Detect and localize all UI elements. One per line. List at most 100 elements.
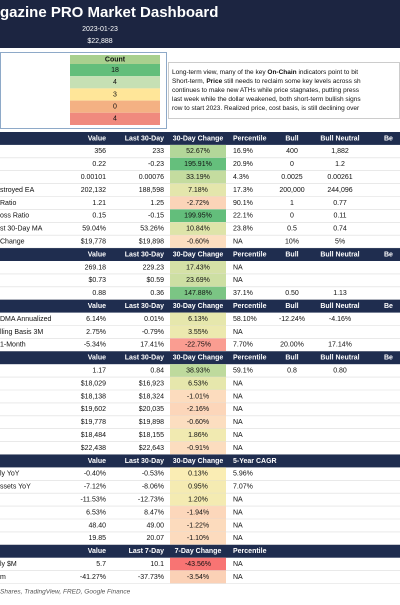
table-cell: 2.75% [86,329,106,336]
summary-text: last week while the dollar weakened, bot… [172,96,361,103]
table-cell: -2.72% [187,200,209,207]
change-cell [170,531,226,545]
table-cell: 0.80 [333,367,347,374]
column-header: Be [384,355,393,362]
change-cell [170,557,226,571]
table-cell: 10% [285,238,299,245]
table-cell: 5% [335,238,345,245]
table-cell: 4.3% [233,174,249,181]
column-header: Percentile [233,548,267,555]
table-cell: NA [233,277,243,284]
summary-line: row to start 2023. Realized price, cost … [172,105,360,112]
row-label: m [0,574,6,581]
column-header: 7-Day Change [175,548,222,555]
table-cell: 8.47% [144,509,164,516]
change-cell [170,428,226,442]
change-cell [170,273,226,287]
table-cell: $19,778 [81,238,106,245]
table-cell: $18,155 [139,432,164,439]
table-cell: 1.25 [150,200,164,207]
table-cell: 1.17 [92,367,106,374]
header-band [0,0,400,48]
table-cell: $16,923 [139,380,164,387]
table-cell: -43.56% [185,561,211,568]
table-cell: 195.91% [184,161,212,168]
table-cell: $22,643 [139,445,164,452]
change-cell [170,196,226,210]
row-label: lling Basis 3M [0,329,43,336]
table-cell: $22,438 [81,445,106,452]
change-cell [170,286,226,300]
column-header: Last 30-Day [125,135,164,142]
table-cell: $18,138 [81,393,106,400]
column-header: Value [88,355,106,362]
table-cell: 0.0025 [281,174,303,181]
table-cell: NA [233,574,243,581]
column-header: Be [384,135,393,142]
column-header: 30-Day Change [173,355,224,362]
column-header: Last 30-Day [125,458,164,465]
row-label: stroyed EA [0,187,35,194]
table-cell: 0.01% [144,316,164,323]
table-cell: 7.70% [233,342,253,349]
table-cell: 90.1% [233,200,253,207]
count-cell [70,112,160,125]
table-cell: 199.95% [184,213,212,220]
column-header: Bull Neutral [320,251,359,258]
table-cell: 6.53% [188,380,208,387]
section-header [0,351,400,365]
table-cell: 1.21 [92,200,106,207]
row-label: ly YoY [0,471,20,478]
column-header: Be [384,303,393,310]
table-cell: 1.86% [188,432,208,439]
table-cell: 188,598 [139,187,164,194]
table-cell: $0.59 [146,277,164,284]
table-cell: 10.1 [150,561,164,568]
table-cell: 1 [290,200,294,207]
table-cell: 59.1% [233,367,253,374]
table-cell: NA [233,509,243,516]
table-cell: 233 [152,148,164,155]
table-cell: -0.53% [142,471,164,478]
table-cell: -3.54% [187,574,209,581]
table-cell: 0.36 [150,290,164,297]
table-cell: -11.53% [80,496,106,503]
row-label: oss Ratio [0,213,29,220]
table-cell: 7.18% [188,187,208,194]
table-cell: -22.75% [185,342,211,349]
summary-text: Short-term, [172,78,206,85]
change-cell [170,506,226,519]
table-cell: NA [233,406,243,413]
column-header: 5-Year CAGR [233,458,277,465]
column-header: Percentile [233,251,267,258]
table-cell: 147.88% [184,290,212,297]
table-cell: $19,778 [81,419,106,426]
table-cell: NA [233,432,243,439]
table-cell: 6.53% [86,509,106,516]
table-cell: -37.73% [138,574,164,581]
count-value: 4 [113,79,117,86]
column-header: Bull [285,303,298,310]
table-cell: 20.9% [233,161,253,168]
table-cell: 53.26% [140,226,164,233]
table-cell: 19.85 [88,535,106,542]
table-cell: 0 [290,161,294,168]
table-cell: 5.96% [233,471,253,478]
footer: Shares, TradingView, FRED, Google Financ… [0,589,131,596]
table-cell: 200,000 [279,187,304,194]
change-cell [170,441,226,455]
column-header: Percentile [233,303,267,310]
column-header: Value [88,135,106,142]
row-label: st 30-Day MA [0,226,43,233]
table-cell: -12.24% [279,316,305,323]
table-cell: -1.10% [187,535,209,542]
column-header: 30-Day Change [173,303,224,310]
change-cell [170,157,226,171]
count-value: 4 [113,116,117,123]
table-cell: 202,132 [81,187,106,194]
change-cell [170,467,226,481]
table-cell: 37.1% [233,290,253,297]
change-cell [170,312,226,326]
table-cell: $18,484 [81,432,106,439]
column-header: Bull Neutral [320,135,359,142]
